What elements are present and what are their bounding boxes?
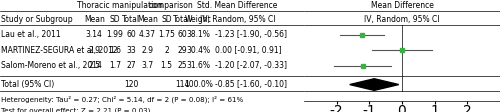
Text: 60: 60 — [178, 30, 188, 39]
Text: Total: Total — [122, 15, 140, 24]
Text: 2.9: 2.9 — [88, 46, 100, 55]
Text: 2: 2 — [164, 46, 169, 55]
Text: Lau et al., 2011: Lau et al., 2011 — [0, 30, 60, 39]
Text: 1.6: 1.6 — [109, 46, 121, 55]
Text: 27: 27 — [126, 61, 136, 70]
Text: Mean Difference: Mean Difference — [370, 1, 434, 10]
Text: 114: 114 — [175, 80, 190, 89]
Text: comparison: comparison — [148, 1, 194, 10]
Text: 0.00 [-0.91, 0.91]: 0.00 [-0.91, 0.91] — [214, 46, 281, 55]
Text: -0.85 [-1.60, -0.10]: -0.85 [-1.60, -0.10] — [214, 80, 286, 89]
Text: Weight: Weight — [185, 15, 212, 24]
Text: MARTINEZ-SEGURA et al, 2012: MARTINEZ-SEGURA et al, 2012 — [0, 46, 117, 55]
Text: Total (95% CI): Total (95% CI) — [0, 80, 54, 89]
Polygon shape — [350, 79, 399, 90]
Text: Study or Subgroup: Study or Subgroup — [0, 15, 72, 24]
Text: Salom-Moreno et al., 2014: Salom-Moreno et al., 2014 — [0, 61, 102, 70]
Text: 3.14: 3.14 — [86, 30, 102, 39]
Text: 1.99: 1.99 — [106, 30, 124, 39]
Text: 1.75: 1.75 — [158, 30, 175, 39]
Text: Thoracic manipulation: Thoracic manipulation — [78, 1, 164, 10]
Text: 33: 33 — [126, 46, 136, 55]
Text: -1.23 [-1.90, -0.56]: -1.23 [-1.90, -0.56] — [214, 30, 286, 39]
Text: SD: SD — [110, 15, 120, 24]
Text: 1.7: 1.7 — [109, 61, 121, 70]
Text: IV, Random, 95% CI: IV, Random, 95% CI — [364, 15, 440, 24]
Text: Mean: Mean — [84, 15, 104, 24]
Text: 120: 120 — [124, 80, 138, 89]
Text: Test for overall effect: Z = 2.21 (P = 0.03): Test for overall effect: Z = 2.21 (P = 0… — [0, 108, 150, 112]
Text: Heterogeneity: Tau² = 0.27; Chi² = 5.14, df = 2 (P = 0.08); I² = 61%: Heterogeneity: Tau² = 0.27; Chi² = 5.14,… — [0, 96, 243, 103]
Text: Mean: Mean — [137, 15, 158, 24]
Text: 25: 25 — [178, 61, 187, 70]
Text: 3.7: 3.7 — [142, 61, 154, 70]
Text: Total: Total — [174, 15, 192, 24]
Text: 29: 29 — [178, 46, 187, 55]
Text: 4.37: 4.37 — [139, 30, 156, 39]
Text: 60: 60 — [126, 30, 136, 39]
Text: 100.0%: 100.0% — [184, 80, 212, 89]
Text: 30.4%: 30.4% — [186, 46, 210, 55]
Text: -1.20 [-2.07, -0.33]: -1.20 [-2.07, -0.33] — [214, 61, 286, 70]
Text: Std. Mean Difference: Std. Mean Difference — [197, 1, 278, 10]
Text: IV, Random, 95% CI: IV, Random, 95% CI — [200, 15, 275, 24]
Text: 38.1%: 38.1% — [186, 30, 210, 39]
Text: 2.9: 2.9 — [142, 46, 154, 55]
Text: 31.6%: 31.6% — [186, 61, 210, 70]
Text: SD: SD — [162, 15, 172, 24]
Text: 2.5: 2.5 — [88, 61, 100, 70]
Text: 1.5: 1.5 — [160, 61, 172, 70]
